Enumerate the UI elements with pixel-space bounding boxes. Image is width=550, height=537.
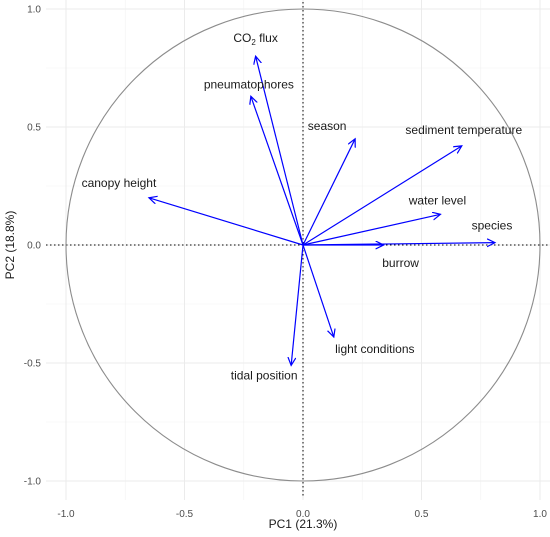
vector-label: water level — [408, 193, 466, 207]
y-tick-label: 0.0 — [27, 241, 41, 252]
y-tick-label: -1.0 — [24, 477, 42, 488]
vector-arrow — [251, 96, 304, 246]
vector-arrow — [149, 198, 304, 246]
vector-labels: CO2 flux pneumatophores season sediment tem… — [82, 31, 523, 382]
vector-arrow — [302, 139, 355, 246]
vector-label: sediment temperature — [405, 123, 522, 137]
vector-arrow — [256, 56, 304, 246]
vector-arrow — [302, 214, 440, 246]
reference-lines — [46, 2, 550, 498]
vector-label: CO2 flux — [233, 31, 277, 47]
unit-circle — [65, 8, 541, 482]
x-tick-label: 1.0 — [533, 509, 547, 520]
vector-label: pneumatophores — [204, 77, 294, 91]
loading-vectors — [149, 56, 495, 365]
vector-arrow — [302, 146, 462, 246]
y-tick-label: 0.5 — [27, 123, 41, 134]
x-axis-title: PC1 (21.3%) — [269, 517, 338, 531]
x-tick-label: 0.5 — [415, 509, 429, 520]
vector-label: species — [472, 219, 513, 233]
x-tick-label: -0.5 — [176, 509, 194, 520]
y-tick-label: -0.5 — [24, 359, 42, 370]
vector-label: canopy height — [82, 176, 157, 190]
vector-label: tidal position — [231, 368, 298, 382]
grid — [46, 0, 550, 500]
vector-arrow — [291, 244, 304, 365]
x-tick-label: -1.0 — [57, 509, 75, 520]
y-tick-label: 1.0 — [27, 5, 41, 16]
vector-label: burrow — [382, 256, 419, 270]
vector-label: light conditions — [335, 342, 414, 356]
vector-arrow — [302, 244, 334, 337]
y-axis-title: PC2 (18.8%) — [3, 211, 17, 280]
x-tick-label: 0.0 — [296, 509, 310, 520]
correlation-circle — [65, 8, 541, 482]
vector-label: season — [308, 119, 347, 133]
tick-labels: -1.0 -0.5 0.0 0.5 1.0 -1.0 -0.5 0.0 0.5 1.0 — [24, 5, 548, 521]
